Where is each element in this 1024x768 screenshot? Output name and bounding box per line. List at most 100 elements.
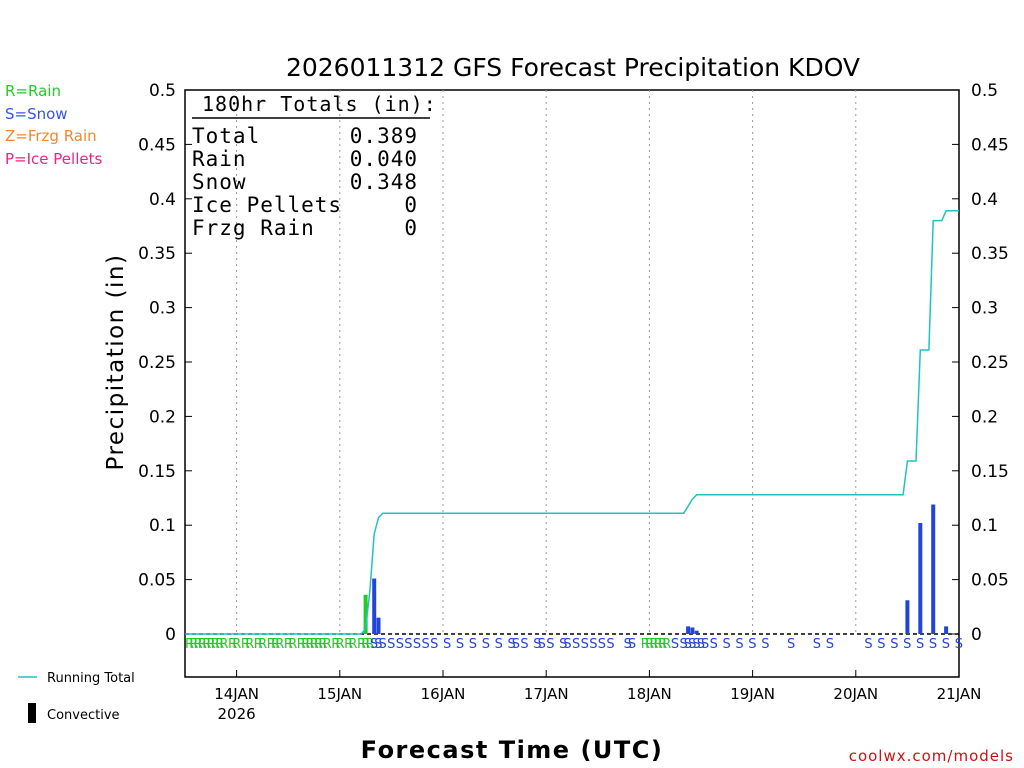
ptype-rain-marker: R	[241, 637, 250, 652]
ptype-rain-marker: R	[232, 637, 241, 652]
x-tick-label: 17JAN	[524, 685, 569, 703]
ptype-snow-marker: S	[916, 637, 924, 652]
totals-header: 180hr Totals (in):	[202, 92, 437, 116]
ptype-snow-marker: S	[546, 637, 554, 652]
ptype-rain-marker: R	[658, 637, 667, 652]
ptype-snow-marker: S	[684, 637, 692, 652]
ptype-snow-marker: S	[404, 637, 412, 652]
y-tick-label-left: 0.1	[149, 516, 176, 536]
credit-text: coolwx.com/models	[849, 747, 1014, 765]
ptype-rain-marker: R	[275, 637, 284, 652]
ptype-snow-marker: S	[826, 637, 834, 652]
ptype-snow-marker: S	[701, 637, 709, 652]
precip-bar-rain	[363, 594, 368, 634]
y-tick-label-right: 0.3	[971, 299, 998, 319]
totals-row-value: 0	[404, 216, 418, 240]
ptype-snow-marker: S	[710, 637, 718, 652]
ptype-snow-marker: S	[443, 637, 451, 652]
ptype-snow-marker: S	[929, 637, 937, 652]
ptype-snow-marker: S	[538, 637, 546, 652]
precip-bar-snow	[690, 627, 695, 634]
x-axis-label: Forecast Time (UTC)	[361, 736, 664, 764]
x-tick-label: 18JAN	[627, 685, 672, 703]
ptype-snow-marker: S	[563, 637, 571, 652]
totals-row-value: 0.389	[350, 124, 418, 148]
ptype-snow-marker: S	[787, 637, 795, 652]
ptype-rain-marker: R	[202, 637, 211, 652]
ptype-snow-marker: S	[598, 637, 606, 652]
ptype-snow-marker: S	[589, 637, 597, 652]
y-tick-label-right: 0.15	[971, 462, 1009, 482]
totals-row-value: 0.348	[350, 170, 418, 194]
ptype-snow-marker: S	[533, 637, 541, 652]
y-tick-label-right: 0.25	[971, 353, 1009, 373]
ptype-rain-marker: R	[301, 637, 310, 652]
precip-bar-snow	[944, 626, 949, 634]
totals-row-label: Rain	[192, 147, 247, 171]
ptype-snow-marker: S	[495, 637, 503, 652]
ptype-snow-marker: S	[422, 637, 430, 652]
ptype-rain-marker: R	[258, 637, 267, 652]
ptype-rain-marker: R	[284, 637, 293, 652]
precip-bar-snow	[905, 600, 910, 634]
convective-label: Convective	[47, 708, 120, 723]
y-tick-label-left: 0.4	[149, 190, 176, 210]
ptype-rain-marker: R	[336, 637, 345, 652]
ptype-rain-marker: R	[207, 637, 216, 652]
legend-frzg-rain: Z=Frzg Rain	[5, 127, 97, 145]
ptype-snow-marker: S	[864, 637, 872, 652]
x-tick-year: 2026	[218, 705, 256, 723]
y-tick-label-right: 0.35	[971, 244, 1009, 264]
ptype-rain-marker: R	[645, 637, 654, 652]
chart-title: 2026011312 GFS Forecast Precipitation KD…	[286, 53, 860, 82]
day-gridlines	[236, 90, 857, 634]
ptype-rain-marker: R	[357, 637, 366, 652]
totals-row-value: 0.040	[350, 147, 418, 171]
totals-row-label: Frzg Rain	[192, 216, 315, 240]
y-tick-label-left: 0.5	[149, 81, 176, 101]
y-tick-label-left: 0.35	[138, 244, 176, 264]
totals-row-label: Snow	[192, 170, 247, 194]
running-total-line	[185, 210, 959, 635]
x-tick-label: 19JAN	[730, 685, 775, 703]
legend-rain: R=Rain	[5, 82, 61, 100]
precip-bars	[363, 504, 949, 634]
ptype-snow-marker: S	[396, 637, 404, 652]
y-axis-ticks: 0 00.05 0.050.1 0.10.15 0.150.2 0.20.25 0.250.…	[138, 81, 1009, 645]
ptype-rain-marker: R	[348, 637, 357, 652]
y-tick-label-left: 0.3	[149, 299, 176, 319]
ptype-rain-marker: R	[288, 637, 297, 652]
ptype-rain-marker: R	[344, 637, 353, 652]
ptype-snow-marker: S	[374, 637, 382, 652]
ptype-snow-marker: S	[572, 637, 580, 652]
totals-box: 180hr Totals (in): Total 0.389 Rain 0.040 Sn…	[192, 92, 437, 240]
y-tick-label-right: 0.05	[971, 571, 1009, 591]
precip-bar-snow	[931, 504, 936, 634]
convective-swatch	[28, 703, 36, 723]
ptype-rain-marker: R	[228, 637, 237, 652]
precip-bar-snow	[376, 617, 381, 634]
x-tick-label: 15JAN	[317, 685, 362, 703]
ptype-snow-marker: S	[942, 637, 950, 652]
ptype-snow-marker: S	[370, 637, 378, 652]
ptype-snow-marker: S	[688, 637, 696, 652]
plot-frame	[184, 89, 960, 678]
ptype-rain-marker: R	[361, 637, 370, 652]
ptype-snow-marker: S	[955, 637, 963, 652]
x-tick-label: 16JAN	[421, 685, 466, 703]
precip-bar-snow	[694, 630, 699, 634]
ptype-snow-marker: S	[877, 637, 885, 652]
y-tick-label-left: 0.45	[138, 135, 176, 155]
ptype-rain-marker: R	[254, 637, 263, 652]
y-tick-label-right: 0.2	[971, 407, 998, 427]
ptype-snow-marker: S	[387, 637, 395, 652]
totals-row-value: 0	[404, 193, 418, 217]
ptype-rain-marker: R	[331, 637, 340, 652]
legend-ice-pellets: P=Ice Pellets	[5, 150, 102, 168]
ptype-snow-marker: S	[761, 637, 769, 652]
y-tick-label-right: 0.45	[971, 135, 1009, 155]
ptype-snow-marker: S	[697, 637, 705, 652]
y-tick-label-right: 0	[971, 625, 982, 645]
ptype-rain-marker: R	[305, 637, 314, 652]
